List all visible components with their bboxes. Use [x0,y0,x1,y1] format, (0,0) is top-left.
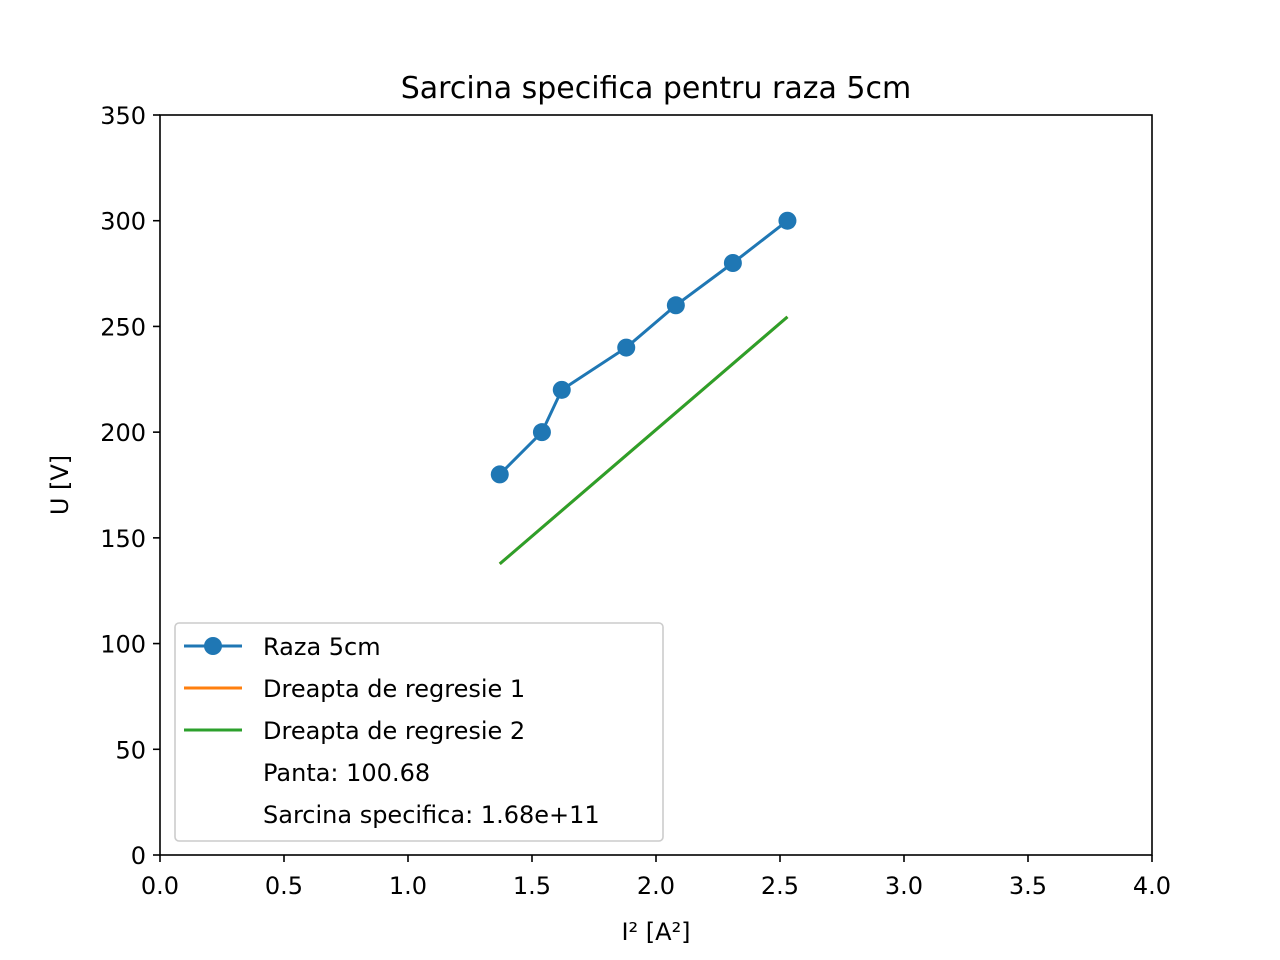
x-tick-label: 1.0 [389,872,427,900]
chart-title: Sarcina specifica pentru raza 5cm [401,71,911,106]
x-tick-label: 4.0 [1133,872,1171,900]
y-tick-label: 300 [100,208,146,236]
y-axis-label: U [V] [46,455,74,515]
data-point [552,380,571,399]
y-axis: 0 50 100 150 200 250 300 350 [100,102,160,870]
y-tick-label: 150 [100,525,146,553]
legend-entry: Raza 5cm [263,633,381,661]
x-tick-label: 2.0 [637,872,675,900]
y-tick-label: 250 [100,313,146,341]
legend-entry: Sarcina specifica: 1.68e+11 [263,801,600,829]
legend-entry: Panta: 100.68 [263,759,430,787]
y-tick-label: 100 [100,631,146,659]
legend-entry: Dreapta de regresie 1 [263,675,525,703]
plot-area [490,211,797,566]
legend: Raza 5cm Dreapta de regresie 1 Dreapta de … [174,622,664,842]
y-tick-label: 350 [100,102,146,130]
data-point [723,254,742,272]
data-point [490,465,509,484]
x-tick-label: 3.5 [1009,872,1047,900]
x-tick-label: 3.0 [885,872,923,900]
x-tick-label: 2.5 [761,872,799,900]
y-tick-label: 50 [115,736,146,764]
data-point [617,338,636,357]
x-axis: 0.0 0.5 1.0 1.5 2.0 2.5 3.0 3.5 4.0 [141,855,1171,900]
y-tick-label: 0 [131,842,146,870]
series-line-3 [498,315,789,566]
x-axis-label: I² [A²] [621,918,690,946]
x-tick-label: 1.5 [513,872,551,900]
data-point [666,296,685,315]
data-point [778,211,797,230]
legend-entry: Dreapta de regresie 2 [263,717,525,745]
x-tick-label: 0.5 [265,872,303,900]
legend-marker [204,637,222,655]
data-point [532,423,551,442]
x-tick-label: 0.0 [141,872,179,900]
legend-box [174,622,664,842]
y-tick-label: 200 [100,419,146,447]
